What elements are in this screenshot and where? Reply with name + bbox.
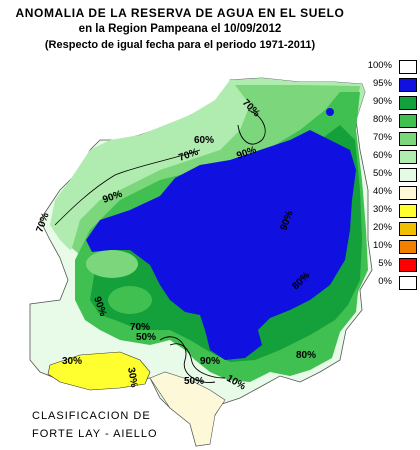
legend-label: 5%	[378, 258, 392, 269]
legend-label: 0%	[378, 276, 392, 287]
legend-item: 100%	[362, 58, 418, 76]
legend-item: 10%	[362, 238, 418, 256]
contour-line	[159, 336, 216, 383]
contour-line	[54, 149, 201, 226]
contour-label: 70%	[130, 322, 150, 333]
legend-item: 95%	[362, 76, 418, 94]
contour-label: 50%	[136, 332, 156, 343]
legend-label: 90%	[372, 96, 392, 107]
legend-label: 20%	[372, 222, 392, 233]
contour-label: 50%	[184, 376, 204, 387]
legend-item: 80%	[362, 112, 418, 130]
legend-label: 30%	[372, 204, 392, 215]
legend-item: 40%	[362, 184, 418, 202]
legend-swatch	[399, 204, 417, 218]
legend-swatch	[399, 96, 417, 110]
legend-item: 70%	[362, 130, 418, 148]
contour-label: 90%	[200, 356, 220, 367]
zone-patch-70	[86, 250, 138, 278]
legend-label: 10%	[372, 240, 392, 251]
zone-30	[47, 351, 151, 391]
contour-line	[237, 109, 266, 145]
contour-label: 60%	[194, 135, 214, 146]
legend-item: 0%	[362, 274, 418, 292]
legend-swatch	[399, 60, 417, 74]
legend-swatch	[399, 258, 417, 272]
legend-swatch	[399, 78, 417, 92]
legend-swatch	[399, 276, 417, 290]
classification-credit-authors: FORTE LAY - AIELLO	[32, 428, 158, 440]
legend-label: 80%	[372, 114, 392, 125]
contour-label: 80%	[296, 350, 316, 361]
legend-label: 40%	[372, 186, 392, 197]
zone-95	[86, 130, 356, 360]
zone-40	[149, 371, 226, 447]
legend-label: 100%	[367, 60, 392, 71]
legend-item: 90%	[362, 94, 418, 112]
legend-swatch	[399, 132, 417, 146]
legend-label: 70%	[372, 132, 392, 143]
legend-item: 30%	[362, 202, 418, 220]
map-title: ANOMALIA DE LA RESERVA DE AGUA EN EL SUE…	[15, 6, 345, 20]
legend-swatch	[399, 240, 417, 254]
zone-patch-80	[108, 286, 152, 314]
legend-item: 5%	[362, 256, 418, 274]
legend-item: 50%	[362, 166, 418, 184]
classification-credit: CLASIFICACION DE	[32, 410, 151, 422]
contour-label: 30%	[62, 356, 82, 367]
legend-swatch	[399, 114, 417, 128]
map-subtitle-period: (Respecto de igual fecha para el periodo…	[44, 39, 316, 51]
legend-label: 60%	[372, 150, 392, 161]
legend-item: 20%	[362, 220, 418, 238]
zone-95-spot	[326, 108, 334, 116]
legend-swatch	[399, 150, 417, 164]
legend-item: 60%	[362, 148, 418, 166]
legend-label: 95%	[372, 78, 392, 89]
legend-swatch	[399, 186, 417, 200]
legend-swatch	[399, 222, 417, 236]
contour-label: 30%	[125, 367, 139, 389]
legend-swatch	[399, 168, 417, 182]
legend-label: 50%	[372, 168, 392, 179]
map-subtitle-date: en la Region Pampeana el 10/09/2012	[78, 23, 282, 35]
contour-line	[169, 343, 226, 379]
